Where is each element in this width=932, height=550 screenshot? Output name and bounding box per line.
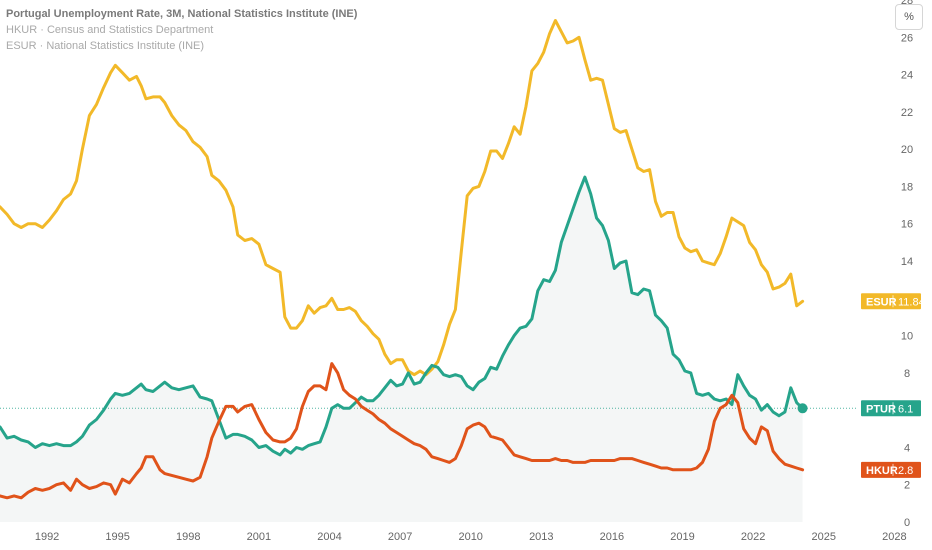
y-tick-label: 20	[901, 144, 913, 156]
y-tick-label: 2	[904, 480, 910, 492]
value-label-bg-ptur	[861, 400, 921, 417]
x-tick-label: 2007	[388, 531, 412, 543]
series-name-ptur: PTUR	[866, 403, 896, 415]
series-name-esur: ESUR	[866, 296, 897, 308]
y-tick-label: 22	[901, 107, 913, 119]
value-label-bg-esur	[861, 293, 921, 310]
legend-source-esur: ESUR · National Statistics Institute (IN…	[6, 40, 205, 52]
y-tick-label: 18	[901, 181, 913, 193]
chart-title: Portugal Unemployment Rate, 3M, National…	[6, 8, 358, 20]
ptur-area-fill	[0, 177, 803, 523]
series-line-ptur	[0, 175, 805, 457]
y-tick-label: 28	[901, 0, 913, 7]
x-tick-label: 2016	[600, 531, 624, 543]
x-tick-label: 2001	[247, 531, 271, 543]
x-axis: 1992 1995 1998 2001 2004 2007 2010 2013 2016 2019…	[35, 531, 907, 543]
chart-legend: Portugal Unemployment Rate, 3M, National…	[6, 6, 357, 54]
series-layer	[0, 19, 808, 500]
x-tick-label: 1992	[35, 531, 59, 543]
x-tick-label: 2013	[529, 531, 553, 543]
x-tick-label: 1998	[176, 531, 200, 543]
y-tick-label: 14	[901, 256, 913, 268]
series-last-value-ptur: 6.1	[898, 403, 913, 415]
y-tick-label: 4	[904, 442, 910, 454]
series-line-esur	[0, 19, 805, 377]
value-label-ptur: PTUR 6.1	[861, 400, 921, 417]
value-label-bg-hkur	[861, 461, 921, 478]
series-name-hkur: HKUR	[866, 465, 898, 477]
x-tick-label: 2022	[741, 531, 765, 543]
value-label-hkur: HKUR 2.8	[861, 461, 921, 478]
x-tick-label: 2025	[811, 531, 835, 543]
series-line-hkur	[0, 362, 805, 500]
series-last-value-hkur: 2.8	[898, 465, 913, 477]
y-axis: 0246810121416182022242628	[901, 0, 913, 529]
y-tick-label: 0	[904, 517, 910, 529]
unit-button[interactable]: %	[895, 4, 923, 30]
ptur-end-dot	[797, 403, 808, 414]
value-labels-layer: ESUR 11.84 PTUR 6.1 HKUR 2.8	[861, 293, 925, 478]
y-tick-label: 8	[904, 368, 910, 380]
y-tick-label: 10	[901, 331, 913, 343]
area-layer	[0, 177, 803, 523]
x-tick-label: 2019	[670, 531, 694, 543]
x-tick-label: 2028	[882, 531, 906, 543]
y-tick-label: 16	[901, 219, 913, 231]
x-tick-label: 2004	[317, 531, 341, 543]
value-label-esur: ESUR 11.84	[861, 293, 925, 310]
x-tick-label: 2010	[458, 531, 482, 543]
legend-source-hkur: HKUR · Census and Statistics Department	[6, 24, 214, 36]
y-tick-label: 26	[901, 32, 913, 44]
y-tick-label: 24	[901, 70, 913, 82]
x-tick-label: 1995	[105, 531, 129, 543]
series-last-value-esur: 11.84	[898, 296, 925, 308]
